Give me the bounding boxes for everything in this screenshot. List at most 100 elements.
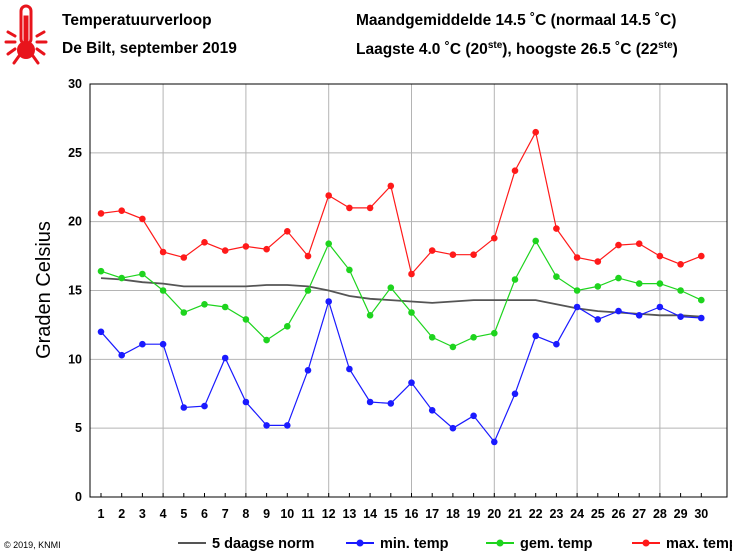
data-point: [221, 303, 229, 311]
data-point: [118, 207, 125, 214]
data-point: [698, 252, 705, 260]
data-point: [242, 316, 250, 323]
data-point: [263, 422, 270, 429]
data-point: [532, 237, 539, 245]
x-tick-label: 4: [160, 507, 167, 521]
y-tick-label: 10: [68, 352, 82, 366]
series-line: [100, 299, 702, 444]
data-point: [573, 287, 581, 294]
data-point: [428, 247, 436, 254]
x-tick-label: 9: [263, 507, 270, 521]
series-line: [100, 130, 702, 276]
y-axis-label: Graden Celsius: [33, 221, 55, 359]
x-tick-label: 24: [570, 507, 584, 521]
data-point: [615, 241, 622, 249]
data-point: [221, 247, 229, 254]
data-point: [387, 284, 395, 292]
data-point: [139, 215, 146, 223]
data-point: [573, 254, 581, 261]
x-tick-label: 12: [322, 507, 336, 521]
data-point: [346, 266, 353, 274]
data-point: [346, 204, 353, 212]
x-tick-label: 13: [342, 507, 356, 521]
plot-frame: [89, 83, 728, 498]
x-tick-label: 26: [612, 507, 626, 521]
data-point: [325, 298, 333, 305]
x-tick-label: 8: [242, 507, 249, 521]
data-point: [304, 367, 312, 374]
data-point: [470, 334, 477, 341]
x-tick-label: 28: [653, 507, 667, 521]
legend-item: gem. temp: [486, 536, 593, 552]
series-1: [97, 298, 705, 446]
legend-item: max. temp: [632, 536, 732, 552]
data-point: [180, 404, 188, 411]
data-point: [159, 287, 167, 294]
x-tick-label: 1: [98, 507, 105, 521]
x-tick-label: 7: [222, 507, 229, 521]
y-tick-label: 30: [68, 77, 82, 91]
data-point: [553, 340, 560, 348]
x-tick-label: 11: [301, 507, 314, 521]
data-point: [139, 270, 146, 278]
data-point: [284, 228, 291, 235]
data-point: [97, 210, 105, 217]
data-point: [491, 234, 498, 242]
data-point: [594, 283, 602, 290]
legend-swatch-marker: [496, 539, 504, 547]
data-point: [449, 424, 457, 432]
chart-title: Temperatuurverloop: [62, 12, 212, 29]
copyright: © 2019, KNMI: [4, 540, 61, 550]
x-tick-label: 30: [694, 507, 708, 521]
y-tick-label: 5: [75, 421, 82, 435]
series-line: [100, 277, 702, 318]
data-point: [387, 182, 395, 190]
x-tick-label: 15: [384, 507, 398, 521]
data-point: [698, 296, 705, 304]
x-tick-label: 14: [363, 507, 377, 521]
data-point: [677, 313, 684, 321]
data-point: [221, 354, 229, 362]
data-point: [159, 248, 167, 256]
data-point: [449, 343, 457, 351]
x-tick-label: 2: [118, 507, 125, 521]
data-point: [201, 239, 208, 246]
x-tick-label: 10: [280, 507, 294, 521]
data-point: [635, 240, 643, 247]
data-point: [325, 192, 333, 199]
legend-label: gem. temp: [520, 536, 593, 552]
data-point: [325, 240, 333, 247]
data-point: [656, 280, 664, 287]
series-0: [100, 277, 702, 318]
x-tick-label: 5: [180, 507, 187, 521]
data-point: [511, 276, 519, 283]
data-point: [366, 312, 374, 319]
legend-label: 5 daagse norm: [212, 536, 314, 552]
data-point: [387, 400, 395, 407]
data-point: [139, 340, 146, 348]
data-point: [470, 412, 477, 420]
data-point: [553, 225, 560, 232]
data-point: [532, 128, 539, 136]
data-point: [263, 336, 270, 344]
data-point: [615, 307, 622, 315]
data-point: [346, 365, 353, 373]
chart-subtitle: De Bilt, september 2019: [62, 40, 237, 57]
data-point: [201, 402, 208, 410]
thermometer-icon: [4, 4, 48, 65]
y-tick-label: 20: [68, 215, 82, 229]
data-point: [656, 252, 664, 260]
data-point: [242, 398, 250, 406]
data-point: [470, 251, 477, 258]
data-point: [159, 340, 167, 348]
data-point: [677, 287, 684, 294]
data-point: [97, 328, 105, 336]
series-2: [97, 237, 705, 351]
data-point: [180, 254, 188, 261]
data-point: [428, 334, 436, 341]
data-point: [97, 267, 105, 275]
legend-item: 5 daagse norm: [178, 536, 314, 552]
data-point: [366, 398, 374, 406]
summary-average: Maandgemiddelde 14.5 ˚C (normaal 14.5 ˚C…: [356, 12, 677, 29]
data-point: [491, 438, 498, 446]
